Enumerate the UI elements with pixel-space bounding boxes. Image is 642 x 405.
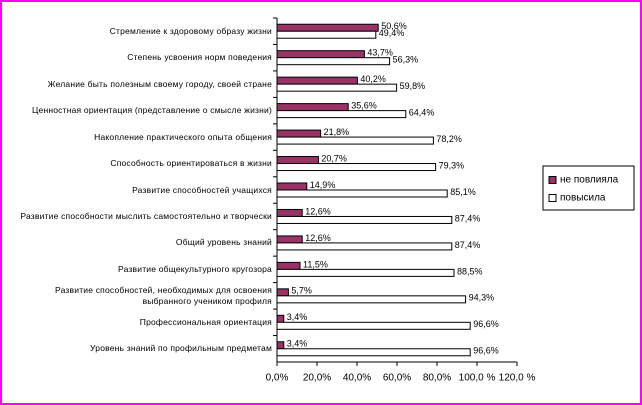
bar — [276, 314, 285, 323]
bar — [276, 103, 349, 112]
x-tick-label: 40,0% — [343, 373, 371, 384]
value-label: 78,2% — [436, 134, 462, 144]
bar — [276, 30, 377, 39]
bar — [276, 295, 467, 304]
category-label: Развитие способности мыслить самостоятел… — [20, 210, 272, 221]
category-label: Развитие способностей учащихся — [132, 184, 272, 195]
bar — [276, 235, 303, 244]
category-label: Способность ориентироваться в жизни — [110, 158, 272, 169]
category-label: Желание быть полезным своему городу, сво… — [47, 78, 272, 89]
value-label: 85,1% — [450, 187, 476, 197]
value-label: 5,7% — [291, 286, 312, 296]
bar — [276, 23, 379, 32]
bar — [276, 110, 407, 119]
bar — [276, 348, 471, 357]
category-label: Стремление к здоровому образу жизни — [109, 25, 272, 36]
category-label: Степень усвоения норм поведения — [127, 52, 272, 63]
bar — [276, 129, 322, 138]
value-label: 12,6% — [305, 206, 331, 216]
category-label: Ценностная ориентация (представление о с… — [32, 105, 272, 116]
value-label: 50,6% — [381, 21, 407, 31]
bar — [276, 182, 308, 191]
category-label: Профессиональная ориентация — [139, 316, 272, 327]
bar — [276, 268, 455, 277]
legend-swatch — [548, 194, 557, 202]
value-label: 79,3% — [439, 160, 465, 170]
category-label: Общий уровень знаний — [175, 237, 272, 248]
value-label: 21,8% — [324, 127, 350, 137]
bar — [276, 156, 319, 165]
value-label: 96,6% — [473, 319, 499, 329]
bar — [276, 215, 453, 224]
legend-box — [542, 165, 635, 211]
bar — [276, 189, 448, 198]
bar — [276, 163, 437, 172]
bar — [276, 341, 285, 350]
x-tick-label: 120,0 % — [499, 373, 536, 384]
bar — [276, 136, 434, 145]
category-label: Развитие общекультурного кругозора — [118, 263, 272, 274]
bar — [276, 76, 358, 85]
value-label: 3,4% — [287, 339, 308, 349]
value-label: 96,6% — [473, 346, 499, 356]
bar — [276, 208, 303, 217]
category-label: Уровень знаний по профильным предметам — [90, 343, 272, 354]
value-label: 40,2% — [360, 74, 386, 84]
bar — [276, 50, 365, 59]
legend-label: не повлияла — [560, 175, 619, 186]
value-label: 87,4% — [455, 213, 481, 223]
x-tick-label: 100,0 % — [459, 373, 496, 384]
category-label: Развитие способностей, необходимых для о… — [55, 284, 272, 306]
category-label: Накопление практического опыта общения — [94, 131, 272, 142]
value-label: 64,4% — [409, 107, 435, 117]
value-label: 14,9% — [310, 180, 336, 190]
x-tick-label: 0,0% — [266, 373, 289, 384]
bar — [276, 57, 391, 66]
value-label: 56,3% — [393, 55, 419, 65]
value-label: 11,5% — [303, 259, 328, 269]
value-label: 88,5% — [457, 266, 483, 276]
x-tick-label: 60,0% — [383, 373, 411, 384]
value-label: 94,3% — [469, 293, 495, 303]
value-label: 87,4% — [455, 240, 481, 250]
bar — [276, 321, 471, 330]
legend-swatch — [548, 176, 557, 184]
value-label: 59,8% — [400, 81, 426, 91]
bar — [276, 83, 398, 92]
legend-label: повысила — [560, 193, 606, 204]
value-label: 20,7% — [321, 153, 347, 163]
value-label: 49,4% — [379, 28, 405, 38]
x-tick-label: 80,0% — [423, 373, 451, 384]
value-label: 35,6% — [351, 100, 377, 110]
value-label: 12,6% — [305, 233, 331, 243]
value-label: 3,4% — [287, 312, 308, 322]
bar — [276, 261, 301, 270]
bar — [276, 242, 453, 251]
x-tick-label: 20,0% — [303, 373, 331, 384]
bar — [276, 288, 289, 297]
value-label: 43,7% — [367, 48, 393, 58]
